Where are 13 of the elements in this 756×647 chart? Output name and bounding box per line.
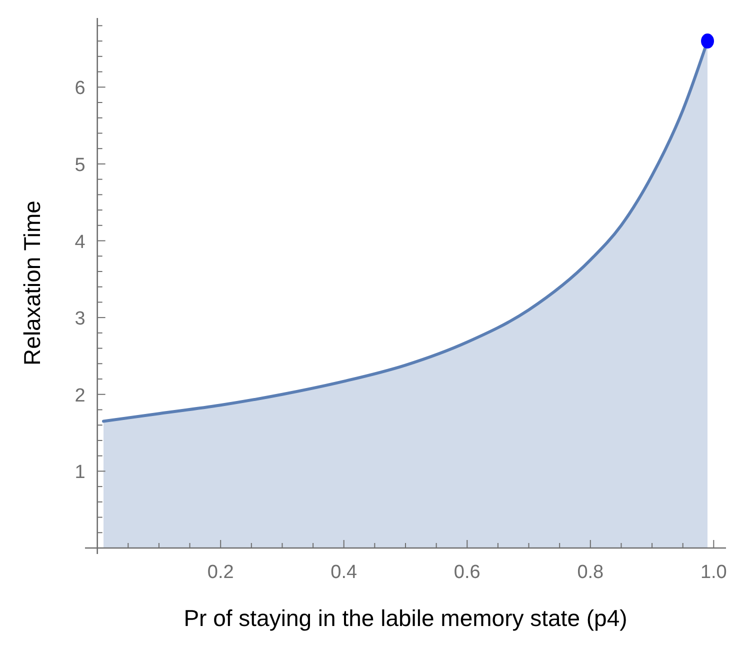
y-tick-label: 1 (74, 462, 86, 484)
y-tick-label: 3 (74, 308, 86, 330)
x-tick-label: 0.4 (330, 562, 358, 583)
x-tick-label: 0.6 (454, 562, 480, 583)
x-axis-title: Pr of staying in the labile memory state (p4) (184, 605, 628, 631)
y-tick-label: 4 (74, 232, 86, 253)
y-tick-label: 6 (74, 78, 86, 100)
x-tick-label: 0.2 (207, 562, 234, 583)
x-tick-label: 1.0 (700, 562, 727, 583)
y-tick-label: 5 (74, 154, 86, 176)
x-tick-label: 0.8 (577, 562, 604, 583)
y-axis-title: Relaxation Time (19, 200, 45, 366)
y-tick-label: 2 (74, 385, 86, 406)
